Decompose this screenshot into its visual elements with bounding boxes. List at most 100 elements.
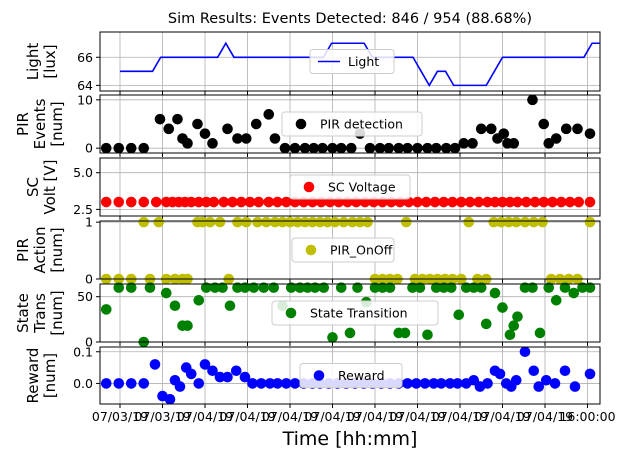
light-y-axis-label: [lux] — [41, 44, 59, 78]
sc-data-point — [150, 196, 162, 208]
state-trans-data-point — [258, 282, 270, 293]
sc-data-point — [185, 196, 197, 208]
sc-data-point — [438, 196, 450, 208]
state-trans-data-point — [519, 282, 531, 293]
pir-y-tick-label: 0 — [85, 141, 93, 156]
pir-action-data-point — [329, 216, 341, 228]
state-trans-data-point — [309, 282, 321, 293]
state-trans-data-point — [224, 300, 236, 312]
state-trans-data-point — [369, 282, 381, 293]
state-trans-data-point — [577, 282, 588, 293]
pir-action-data-point — [307, 216, 318, 228]
pir-action-data-point — [537, 216, 548, 228]
sc-data-point — [280, 196, 292, 208]
state-trans-data-point — [489, 287, 501, 299]
state-trans-data-point — [294, 282, 306, 293]
sc-data-point — [504, 196, 516, 208]
pir-data-point — [527, 94, 538, 106]
pir-action-data-point — [362, 216, 373, 228]
reward-y-axis-label: Reward — [24, 348, 42, 404]
reward-data-point — [289, 378, 301, 389]
reward-legend-swatch — [313, 370, 325, 381]
state-trans-legend-box — [271, 300, 439, 326]
reward-data-point — [549, 378, 561, 389]
pir-action-data-point — [299, 216, 311, 228]
state-trans-y-axis-label: [num] — [48, 290, 66, 335]
pir-data-point — [374, 142, 386, 154]
pir-data-point — [383, 142, 395, 154]
pir-data-point — [458, 138, 470, 149]
sc-data-point — [497, 196, 508, 208]
pir-data-point — [560, 123, 572, 135]
pir-data-point — [449, 142, 461, 154]
sc-panel: 2.5 5.0 SC Volt [V] SC Voltage — [24, 157, 601, 220]
pir-data-point — [317, 142, 328, 154]
state-trans-data-point — [504, 329, 516, 341]
pir-data-point — [192, 118, 203, 130]
state-trans-data-point — [248, 282, 260, 293]
state-trans-legend: State Transition — [271, 300, 439, 326]
sc-data-point — [138, 196, 150, 208]
state-trans-data-point — [430, 282, 442, 293]
pir-data-point — [584, 128, 596, 139]
sc-data-point — [447, 196, 458, 208]
state-trans-data-point — [209, 282, 221, 293]
pir-data-point — [125, 142, 137, 154]
pir-action-data-point — [347, 216, 358, 228]
x-tick-label: 07/04/19 — [219, 409, 275, 424]
pir-action-data-point — [488, 216, 500, 228]
pir-data-point — [467, 138, 478, 149]
pir-data-point — [113, 142, 125, 154]
pir-action-data-point — [519, 216, 531, 228]
sc-data-point — [193, 196, 205, 208]
state-trans-data-point — [193, 295, 205, 306]
pir-action-data-point — [252, 216, 263, 228]
reward-data-point — [428, 378, 440, 389]
sc-legend-label: SC Voltage — [328, 180, 396, 195]
sc-data-point — [208, 196, 220, 208]
state-trans-y-tick-label: 0 — [85, 335, 93, 350]
light-y-tick-label: 64 — [77, 78, 93, 93]
pir-action-data-point — [463, 216, 475, 228]
pir-data-point — [308, 142, 320, 154]
sc-data-point — [489, 196, 501, 208]
state-trans-data-point — [327, 332, 338, 343]
reward-data-point — [125, 378, 137, 389]
state-trans-data-point — [559, 282, 571, 293]
pir-data-point — [402, 142, 413, 154]
pir-data-point — [263, 109, 275, 120]
pir-data-point — [269, 133, 281, 144]
sc-axes-frame — [99, 157, 601, 217]
pir-data-point — [100, 142, 112, 154]
reward-data-point — [533, 381, 545, 392]
state-trans-data-point — [302, 282, 313, 293]
pir-data-point — [240, 133, 252, 144]
pir-action-data-point — [153, 216, 165, 228]
pir-legend: PIR detection — [281, 111, 423, 137]
reward-data-point — [239, 371, 251, 383]
sc-data-point — [100, 196, 112, 208]
state-trans-y-tick-label: 50 — [77, 289, 93, 304]
pir-data-point — [430, 142, 442, 154]
reward-data-point — [435, 378, 447, 389]
state-trans-data-point — [497, 302, 508, 313]
pir-data-point — [207, 138, 218, 149]
pir-data-point — [422, 142, 433, 154]
pir-action-data-point — [138, 216, 150, 228]
pir-data-point — [138, 142, 150, 154]
pir-data-point — [572, 123, 583, 135]
sc-data-point — [125, 196, 137, 208]
pir-action-y-axis-label: [num] — [48, 227, 66, 272]
reward-data-point — [255, 378, 267, 389]
x-tick-label: 07/03/19 — [92, 409, 148, 424]
pir-action-data-point — [214, 216, 226, 228]
x-tick-label: 07/03/19 — [134, 409, 190, 424]
x-tick-label: 07/04/19 — [304, 409, 360, 424]
x-tick-label: 07/04/19 — [177, 409, 233, 424]
reward-data-point — [149, 359, 161, 370]
pir-data-point — [154, 113, 166, 125]
sc-data-point — [235, 196, 247, 208]
sc-data-point — [573, 196, 585, 208]
state-trans-data-point — [550, 295, 562, 306]
